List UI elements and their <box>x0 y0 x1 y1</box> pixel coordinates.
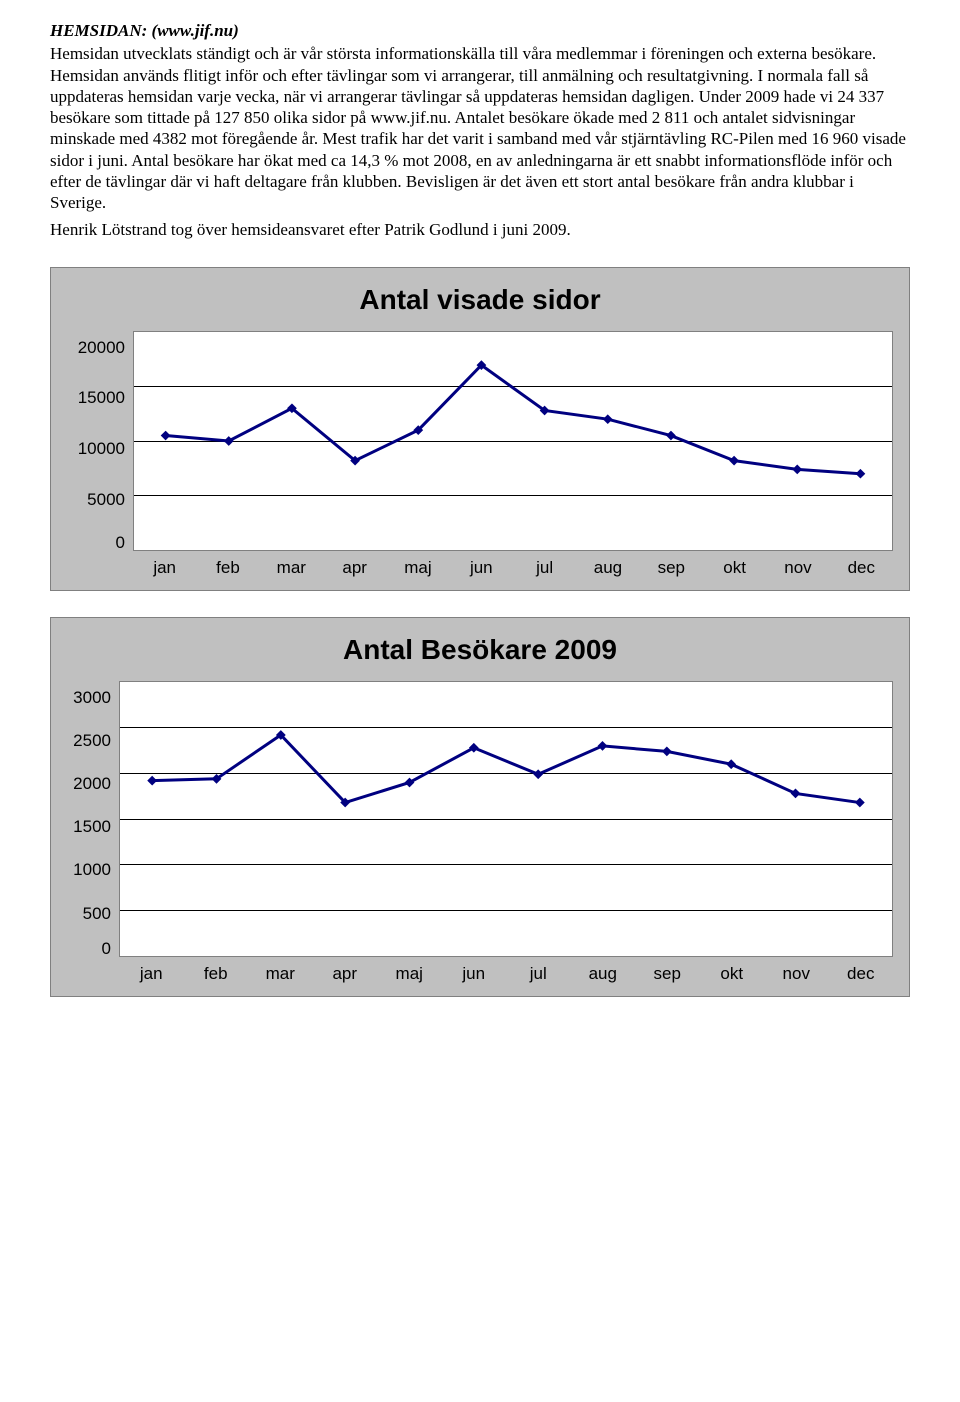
chart1-x-axis: janfebmaraprmajjunjulaugsepoktnovdec <box>67 557 893 578</box>
x-tick-label: jun <box>450 557 513 578</box>
x-tick-label: maj <box>377 963 442 984</box>
chart2-series <box>120 682 892 956</box>
chart-antal-besokare-2009: Antal Besökare 2009 3000 2500 2000 1500 1000… <box>50 617 910 997</box>
x-tick-label: dec <box>830 557 893 578</box>
x-tick-label: nov <box>764 963 829 984</box>
x-tick-label: mar <box>248 963 313 984</box>
x-tick-label: dec <box>829 963 894 984</box>
y-tick-label: 10000 <box>78 440 125 457</box>
chart-antal-visade-sidor: Antal visade sidor 20000150001000050000 … <box>50 267 910 591</box>
x-tick-label: feb <box>196 557 259 578</box>
x-tick-label: feb <box>184 963 249 984</box>
y-tick-label: 3000 <box>73 689 111 706</box>
y-tick-label: 2500 <box>73 732 111 749</box>
chart2-y-axis: 3000 2500 2000 1500 1000 500 0 <box>67 681 119 957</box>
chart1-y-axis: 20000 15000 10000 5000 0 <box>67 331 133 551</box>
x-tick-label: okt <box>700 963 765 984</box>
chart-title: Antal Besökare 2009 <box>67 632 893 667</box>
y-tick-label: 20000 <box>78 339 125 356</box>
x-tick-label: aug <box>576 557 639 578</box>
body-paragraph-2: Henrik Lötstrand tog över hemsideansvare… <box>50 219 910 240</box>
y-tick-label: 15000 <box>78 389 125 406</box>
y-tick-label: 5000 <box>87 491 125 508</box>
section-heading: HEMSIDAN: (www.jif.nu) <box>50 20 910 41</box>
chart-title: Antal visade sidor <box>67 282 893 317</box>
chart2-plot-area <box>119 681 893 957</box>
x-tick-label: apr <box>313 963 378 984</box>
y-tick-label: 0 <box>116 534 125 551</box>
y-tick-label: 2000 <box>73 775 111 792</box>
x-tick-label: sep <box>635 963 700 984</box>
x-tick-label: aug <box>571 963 636 984</box>
x-tick-label: jun <box>442 963 507 984</box>
body-paragraph-1: Hemsidan utvecklats ständigt och är vår … <box>50 43 910 213</box>
y-tick-label: 1000 <box>73 861 111 878</box>
x-tick-label: nov <box>766 557 829 578</box>
chart1-plot-area <box>133 331 893 551</box>
chart2-x-axis: janfebmaraprmajjunjulaugsepoktnovdec <box>67 963 893 984</box>
y-tick-label: 0 <box>102 940 111 957</box>
x-tick-label: jan <box>119 963 184 984</box>
y-tick-label: 1500 <box>73 818 111 835</box>
x-tick-label: jan <box>133 557 196 578</box>
x-tick-label: maj <box>386 557 449 578</box>
y-tick-label: 500 <box>83 905 111 922</box>
x-tick-label: mar <box>260 557 323 578</box>
x-tick-label: jul <box>506 963 571 984</box>
x-tick-label: apr <box>323 557 386 578</box>
x-tick-label: okt <box>703 557 766 578</box>
chart1-series <box>134 332 892 550</box>
x-tick-label: jul <box>513 557 576 578</box>
x-tick-label: sep <box>640 557 703 578</box>
